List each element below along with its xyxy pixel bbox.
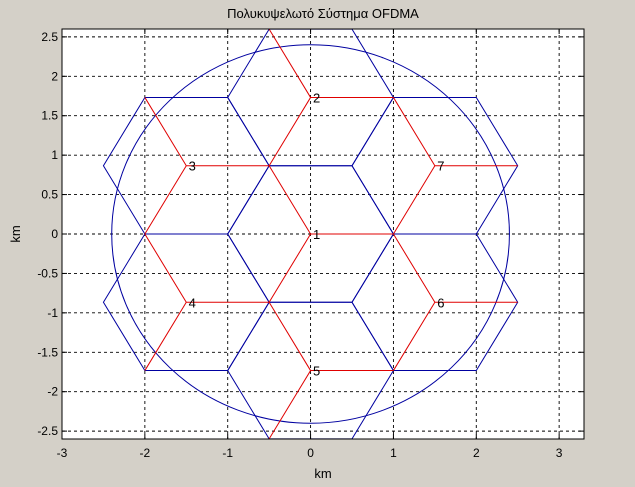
cell-label-5: 5 — [313, 364, 320, 379]
plot-shapes — [102, 29, 519, 439]
cell-label-6: 6 — [437, 295, 444, 310]
axis-ticks: -3 -2 -1 0 1 2 3 -2.5 -2 -1.5 -1 -0.5 0 0.5 1 1.5 2 2.5 — [37, 29, 584, 460]
sector-line-cell-2 — [268, 97, 311, 166]
chart-title: Πολυκυψελωτό Σύστημα OFDMA — [227, 6, 419, 21]
cell-label-4: 4 — [189, 295, 196, 310]
y-tick-label: -0.5 — [37, 266, 58, 280]
sector-line-cell-6 — [393, 233, 436, 303]
sector-line-cell-4 — [144, 302, 187, 371]
y-tick-label: 0 — [51, 227, 58, 241]
sector-line-cell-6 — [393, 302, 436, 371]
sector-line-cell-5 — [268, 370, 311, 439]
sector-line-cell-7 — [393, 165, 436, 235]
cell-label-7: 7 — [437, 159, 444, 174]
x-tick-label: 1 — [390, 446, 397, 460]
x-tick-label: -3 — [57, 446, 68, 460]
sector-line-cell-3 — [144, 165, 187, 235]
y-tick-label: -2 — [47, 385, 58, 399]
y-tick-label: 0.5 — [41, 188, 58, 202]
y-tick-label: -1.5 — [37, 345, 58, 359]
sector-line-cell-1 — [268, 165, 311, 235]
x-tick-label: -1 — [222, 446, 233, 460]
x-tick-label: 0 — [307, 446, 314, 460]
y-tick-label: 2 — [51, 69, 58, 83]
hexagon-cell-7 — [351, 96, 519, 235]
y-tick-label: 2.5 — [41, 30, 58, 44]
sector-line-cell-4 — [144, 233, 187, 303]
sector-line-cell-1 — [268, 233, 311, 303]
cell-label-2: 2 — [313, 90, 320, 105]
sector-line-cell-5 — [268, 302, 311, 371]
x-axis-label: km — [314, 466, 331, 481]
y-tick-label: 1 — [51, 148, 58, 162]
sector-line-cell-2 — [268, 29, 311, 98]
y-tick-label: 1.5 — [41, 109, 58, 123]
y-tick-label: -1 — [47, 306, 58, 320]
x-tick-label: 2 — [473, 446, 480, 460]
x-tick-label: -2 — [140, 446, 151, 460]
cell-label-3: 3 — [189, 159, 196, 174]
grid-lines — [61, 29, 584, 439]
cell-label-1: 1 — [313, 227, 320, 242]
sector-line-cell-7 — [393, 97, 436, 166]
x-tick-label: 3 — [556, 446, 563, 460]
sector-line-cell-3 — [144, 97, 187, 166]
y-tick-label: -2.5 — [37, 424, 58, 438]
y-axis-label: km — [8, 225, 23, 242]
cell-labels: 1 2 3 4 5 6 7 — [189, 90, 445, 378]
coverage-circle — [111, 44, 510, 424]
